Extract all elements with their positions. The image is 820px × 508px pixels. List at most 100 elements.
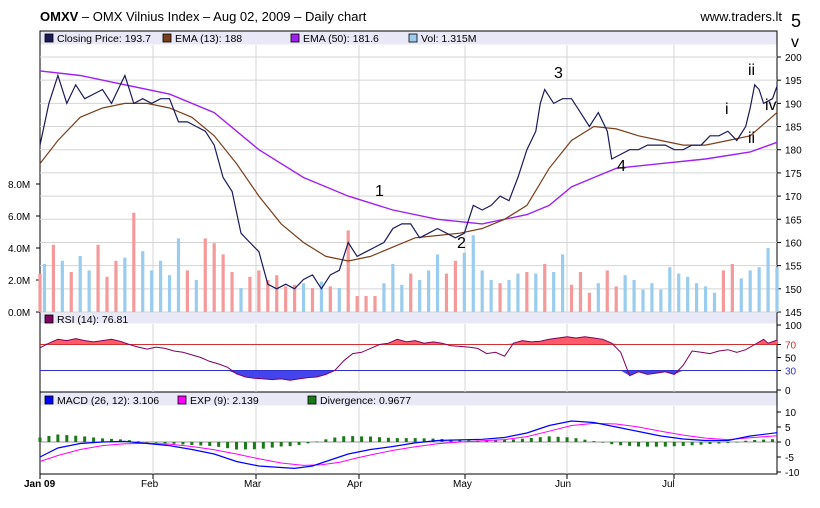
rsi-tick-label-1: 70: [785, 341, 797, 352]
symbol-label: OMXV: [40, 9, 79, 24]
x-tick-label-0: Jan 09: [24, 479, 56, 490]
vol-tick-label-4: 0.0M: [8, 308, 30, 319]
ema13-line: [39, 102, 778, 262]
macd-tick-label-0: 10: [785, 408, 797, 419]
volume-bar-65: [614, 286, 618, 312]
divergence-bar-31: [315, 441, 319, 443]
divergence-bar-55: [529, 437, 533, 442]
volume-bar-48: [462, 252, 466, 312]
wave-i-label: i: [725, 101, 729, 118]
volume-bar-44: [427, 270, 431, 312]
volume-bar-35: [346, 230, 350, 312]
divergence-bar-40: [395, 438, 399, 442]
price-tick-label-5: 175: [785, 169, 802, 180]
volume-bar-32: [319, 281, 323, 312]
volume-bar-64: [605, 270, 609, 312]
volume-bar-83: [775, 267, 779, 312]
divergence-bar-56: [538, 437, 542, 442]
volume-bar-4: [69, 272, 73, 312]
volume-bar-57: [543, 264, 547, 312]
volume-bar-25: [257, 270, 261, 312]
volume-bar-36: [355, 296, 359, 312]
divergence-bar-37: [369, 436, 373, 442]
divergence-bar-39: [386, 437, 390, 442]
divergence-bar-8: [109, 438, 113, 442]
volume-bar-33: [328, 286, 332, 312]
volume-bar-49: [471, 235, 475, 312]
divergence-bar-3: [65, 435, 69, 442]
wave-v-label: v: [791, 34, 799, 51]
header-title: – OMX Vilnius Index – Aug 02, 2009 – Dai…: [78, 9, 367, 24]
divergence-bar-6: [92, 437, 96, 442]
close-line: [39, 73, 778, 290]
rsi-tick-label-2: 50: [785, 354, 797, 365]
price-legend-swatch-2: [290, 33, 300, 43]
divergence-bar-73: [690, 442, 694, 446]
volume-bar-18: [194, 280, 198, 312]
volume-bar-14: [159, 260, 163, 312]
divergence-bar-68: [645, 442, 649, 447]
volume-bar-47: [453, 260, 457, 312]
price-tick-label-11: 145: [785, 308, 802, 319]
divergence-bar-10: [127, 440, 131, 442]
price-legend-label-2: EMA (50): 181.6: [303, 33, 379, 45]
volume-bar-75: [703, 286, 708, 312]
divergence-bar-43: [422, 438, 426, 442]
divergence-bar-41: [404, 438, 408, 442]
macd-tick-label-1: 5: [785, 423, 791, 434]
volume-bar-80: [748, 270, 752, 312]
divergence-bar-27: [279, 442, 283, 447]
divergence-bar-63: [601, 442, 605, 443]
volume-bar-43: [418, 280, 422, 312]
volume-bar-73: [686, 276, 690, 312]
volume-bar-23: [239, 288, 243, 312]
vol-tick-label-1: 6.0M: [8, 212, 30, 223]
volume-bar-34: [337, 288, 341, 312]
site-label: www.traders.lt: [700, 9, 782, 24]
price-legend-swatch-3: [408, 33, 418, 43]
price-tick-label-8: 160: [785, 238, 802, 249]
divergence-bar-57: [547, 436, 551, 442]
divergence-bar-53: [511, 439, 515, 442]
divergence-bar-78: [735, 441, 739, 443]
volume-bar-53: [507, 280, 511, 312]
x-tick-label-1: Feb: [141, 479, 159, 490]
volume-bar-28: [284, 286, 288, 312]
divergence-bar-67: [637, 442, 641, 447]
volume-bar-60: [569, 284, 574, 312]
rsi-panel-header-bar: [40, 312, 777, 324]
wave-iv-label: iv: [765, 97, 777, 114]
divergence-bar-59: [565, 437, 569, 442]
volume-bar-69: [650, 283, 654, 312]
divergence-bar-76: [717, 442, 721, 444]
x-tick-label-5: Jun: [555, 479, 571, 490]
vol-tick-label-0: 8.0M: [8, 180, 30, 191]
divergence-bar-12: [145, 442, 149, 443]
volume-bar-72: [677, 273, 681, 312]
macd-legend-label-2: Divergence: 0.9677: [320, 395, 411, 407]
volume-bar-55: [525, 272, 529, 312]
price-tick-label-7: 165: [785, 215, 802, 226]
divergence-bar-2: [56, 434, 60, 442]
divergence-bar-35: [351, 436, 355, 442]
price-legend-label-3: Vol: 1.315M: [421, 33, 476, 45]
divergence-bar-52: [503, 439, 507, 442]
volume-bar-0: [38, 273, 42, 312]
volume-bar-12: [141, 251, 145, 312]
divergence-bar-77: [726, 442, 730, 443]
divergence-bar-72: [681, 442, 685, 446]
divergence-bar-11: [136, 441, 140, 442]
volume-bar-62: [587, 292, 591, 312]
volume-bar-3: [60, 260, 64, 312]
volume-bar-1: [42, 264, 47, 312]
price-tick-label-6: 170: [785, 192, 802, 203]
divergence-bar-20: [217, 442, 221, 447]
x-tick-label-3: Apr: [347, 479, 363, 490]
volume-bar-61: [578, 272, 583, 312]
volume-bar-56: [534, 273, 538, 312]
divergence-bar-64: [610, 442, 614, 445]
divergence-bar-47: [458, 439, 462, 442]
divergence-bar-16: [181, 442, 185, 445]
divergence-bar-50: [485, 440, 489, 442]
